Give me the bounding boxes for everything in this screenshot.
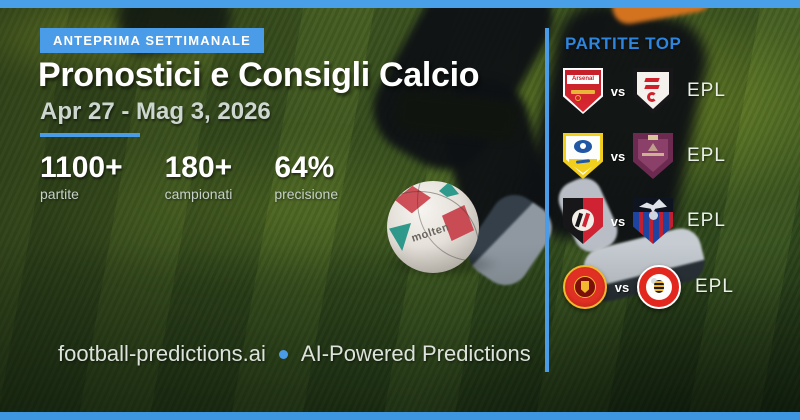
date-range-subtitle: Apr 27 - Mag 3, 2026 bbox=[40, 98, 271, 125]
arsenal-cannon-icon bbox=[571, 90, 595, 94]
league-label: EPL bbox=[687, 80, 726, 101]
burnley-crown-icon bbox=[648, 135, 658, 140]
stat-leagues: 180+ campionati bbox=[165, 151, 233, 202]
stat-leagues-value: 180+ bbox=[164, 151, 233, 184]
palace-crest-top bbox=[633, 198, 673, 212]
league-label: EPL bbox=[687, 210, 726, 231]
match-row-manutd-brentford: vs EPL bbox=[563, 258, 734, 316]
brentford-bee-icon bbox=[654, 280, 664, 293]
crystal-palace-crest bbox=[633, 198, 673, 244]
burnley-crest bbox=[633, 133, 673, 179]
sidebar-title: PARTITE TOP bbox=[565, 34, 682, 53]
leeds-united-crest bbox=[563, 133, 603, 179]
fulham-monogram-bar bbox=[644, 85, 660, 89]
fulham-crest bbox=[633, 68, 673, 114]
stat-matches: 1100+ partite bbox=[40, 151, 123, 202]
brentford-crest bbox=[637, 265, 681, 309]
fulham-monogram-c bbox=[647, 92, 657, 102]
separator-dot-icon bbox=[278, 349, 288, 359]
vs-label: vs bbox=[614, 279, 630, 295]
palace-ball-icon bbox=[649, 211, 658, 220]
accent-divider bbox=[40, 133, 140, 137]
stat-accuracy-label: precisione bbox=[274, 186, 339, 202]
footer-tagline: AI-Powered Predictions bbox=[300, 341, 531, 366]
arsenal-crest: Arsenal bbox=[563, 68, 603, 114]
match-row-arsenal-fulham: Arsenal vs EPL bbox=[563, 62, 726, 120]
weekly-preview-badge: ANTEPRIMA SETTIMANALE bbox=[40, 28, 265, 53]
stat-accuracy-value: 64% bbox=[274, 151, 335, 184]
vs-label: vs bbox=[610, 148, 626, 164]
site-name: football-predictions.ai bbox=[58, 341, 266, 366]
burnley-crest-band bbox=[642, 153, 664, 156]
vs-label: vs bbox=[610, 83, 626, 99]
stats-row: 1100+ partite 180+ campionati 64% precis… bbox=[40, 151, 338, 202]
footer: football-predictions.ai AI-Powered Predi… bbox=[58, 341, 531, 367]
vs-label: vs bbox=[610, 213, 626, 229]
arsenal-cannon-wheel-icon bbox=[575, 95, 581, 101]
stat-matches-value: 1100+ bbox=[40, 151, 123, 184]
top-accent-bar bbox=[0, 0, 800, 8]
league-label: EPL bbox=[695, 276, 734, 297]
stat-accuracy: 64% precisione bbox=[274, 151, 338, 202]
arsenal-crest-banner: Arsenal bbox=[567, 75, 599, 84]
stat-leagues-label: campionati bbox=[164, 186, 233, 202]
match-row-bournemouth-palace: vs EPL bbox=[563, 192, 726, 250]
burnley-crest-mark bbox=[648, 143, 658, 151]
leeds-rose-icon bbox=[580, 143, 586, 149]
bournemouth-crest bbox=[563, 198, 603, 244]
fulham-monogram-bar bbox=[644, 78, 660, 82]
top-matches-sidebar: PARTITE TOP Arsenal vs EPL bbox=[545, 28, 797, 372]
league-label: EPL bbox=[687, 145, 726, 166]
stat-matches-label: partite bbox=[40, 186, 79, 202]
manchester-united-crest bbox=[563, 265, 607, 309]
manutd-devil-icon bbox=[581, 281, 589, 293]
bottom-accent-bar bbox=[0, 412, 800, 420]
page-title: Pronostici e Consigli Calcio bbox=[38, 56, 480, 94]
match-row-leeds-burnley: vs EPL bbox=[563, 127, 726, 185]
